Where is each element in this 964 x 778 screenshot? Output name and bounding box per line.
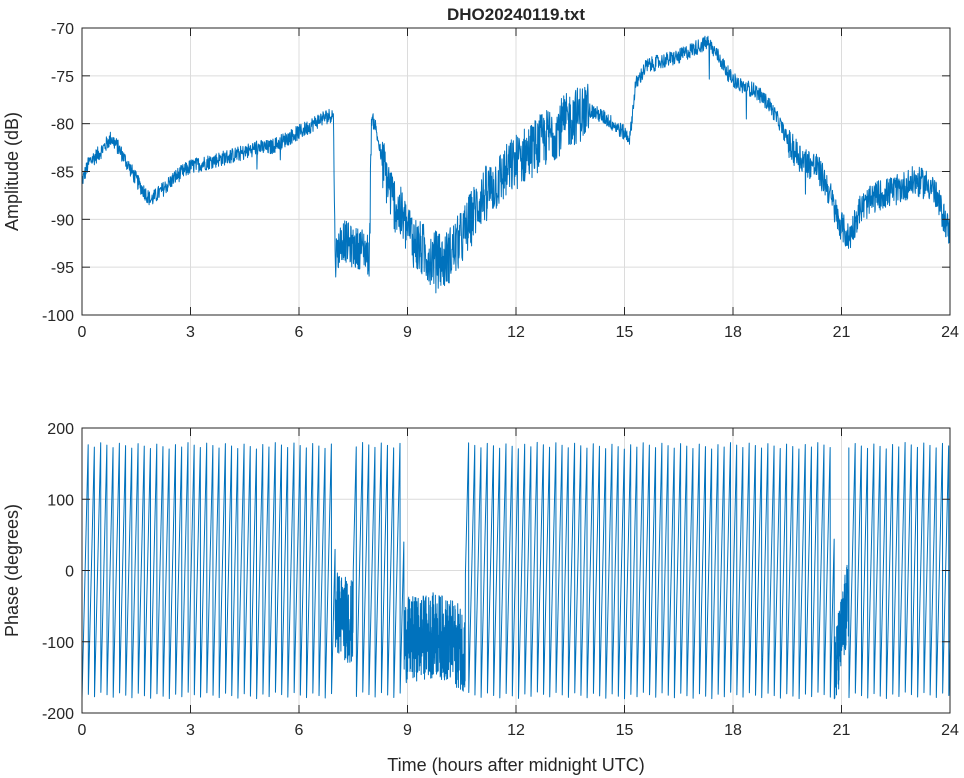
- y-tick-label: -70: [51, 21, 74, 38]
- x-tick-label: 18: [724, 722, 742, 739]
- y-tick-label: -200: [42, 706, 74, 723]
- x-tick-label: 6: [295, 324, 304, 341]
- y-tick-label: 0: [65, 564, 74, 581]
- y-tick-label: -85: [51, 165, 74, 182]
- y-tick-label: -80: [51, 117, 74, 134]
- time-x-axis-label: Time (hours after midnight UTC): [387, 755, 644, 775]
- x-tick-label: 6: [295, 722, 304, 739]
- amplitude-plot-area: [81, 35, 951, 294]
- phase-axes: 0 3 6 9 12 15 18 21 24 200 100 0 -100 -200 Phase (deg…: [2, 421, 959, 775]
- chart-title: DHO20240119.txt: [447, 5, 585, 24]
- x-tick-label: 24: [941, 722, 959, 739]
- amplitude-series-line: [81, 35, 951, 294]
- x-tick-label: 0: [78, 722, 87, 739]
- x-tick-label: 15: [616, 722, 634, 739]
- x-tick-label: 12: [507, 722, 525, 739]
- x-tick-label: 18: [724, 324, 742, 341]
- y-tick-label: -100: [42, 308, 74, 325]
- y-tick-label: 100: [47, 492, 74, 509]
- x-tick-label: 9: [403, 324, 412, 341]
- x-tick-label: 24: [941, 324, 959, 341]
- y-tick-label: -95: [51, 260, 74, 277]
- phase-series-line: [81, 441, 951, 700]
- x-tick-label: 3: [186, 324, 195, 341]
- y-tick-label: -100: [42, 635, 74, 652]
- x-tick-label: 9: [403, 722, 412, 739]
- amplitude-y-axis-label: Amplitude (dB): [2, 112, 22, 231]
- x-tick-label: 3: [186, 722, 195, 739]
- x-tick-label: 0: [78, 324, 87, 341]
- y-tick-label: -90: [51, 212, 74, 229]
- x-tick-label: 15: [616, 324, 634, 341]
- y-tick-label: 200: [47, 421, 74, 438]
- amplitude-axes: 0 3 6 9 12 15 18 21 24 -70 -75 -80 -85 -90 -95 -100 DHO…: [2, 5, 959, 341]
- y-tick-label: -75: [51, 69, 74, 86]
- x-tick-label: 21: [833, 324, 851, 341]
- x-tick-label: 21: [833, 722, 851, 739]
- phase-plot-area: [81, 441, 951, 700]
- phase-ticks: 0 3 6 9 12 15 18 21 24 200 100 0 -100 -200: [42, 421, 959, 739]
- amplitude-ticks: 0 3 6 9 12 15 18 21 24 -70 -75 -80 -85 -90 -95 -100: [42, 21, 959, 341]
- phase-y-axis-label: Phase (degrees): [2, 504, 22, 637]
- x-tick-label: 12: [507, 324, 525, 341]
